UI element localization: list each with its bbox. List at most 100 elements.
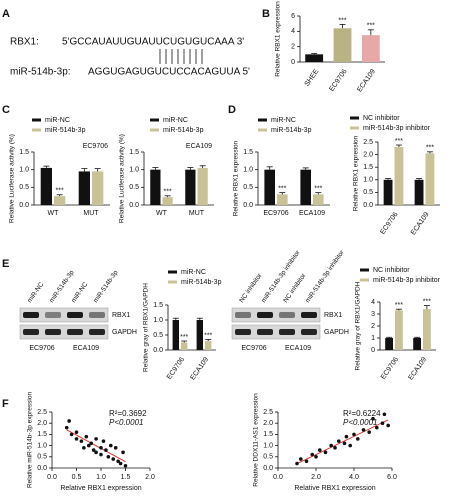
bar <box>305 54 324 62</box>
x-tick-label: EC9706 <box>380 356 400 381</box>
x-tick-label: 4.0 <box>349 474 359 481</box>
legend-swatch <box>360 278 369 282</box>
point <box>109 443 113 448</box>
y-tick-label: 1.5 <box>19 149 29 156</box>
blot-frame <box>19 307 109 323</box>
group-label: ECA109 <box>73 345 99 352</box>
x-tick-label: SHEE <box>304 68 321 88</box>
y-tick-label: 1.5 <box>153 302 163 309</box>
point <box>82 446 86 450</box>
point <box>67 419 71 423</box>
point <box>116 459 120 464</box>
point <box>123 463 128 468</box>
point <box>74 437 79 441</box>
y-tick-label: 1.0 <box>129 167 139 174</box>
bar <box>277 194 288 205</box>
bar <box>150 169 161 205</box>
x-tick-label: ECA109 <box>407 356 428 381</box>
x-tick-label: ECA109 <box>410 211 431 236</box>
point <box>101 439 106 443</box>
significance: *** <box>395 138 403 145</box>
target-name: RBX1: <box>10 37 39 48</box>
point <box>113 446 118 450</box>
blot-band <box>301 329 317 335</box>
x-tick-label: MUT <box>189 210 205 217</box>
point <box>356 437 360 441</box>
legend-swatch <box>258 128 267 132</box>
y-tick-label: 0.5 <box>129 184 139 191</box>
significance: *** <box>314 185 322 192</box>
legend-swatch <box>350 126 359 130</box>
bar <box>300 169 311 205</box>
legend-swatch <box>350 116 359 120</box>
panel-label: F <box>2 398 9 410</box>
y-axis-label: Relative Luciferase activity (%) <box>9 134 16 223</box>
blot-frame <box>231 324 321 340</box>
bar <box>425 153 435 205</box>
x-tick-label: 1.0 <box>96 474 106 481</box>
fit-line <box>296 419 389 465</box>
x-tick-label: 6.0 <box>387 474 397 481</box>
bar <box>423 309 431 350</box>
blot-band <box>67 312 83 318</box>
y-axis-label: Relative RBX1 expression <box>275 1 282 77</box>
y-tick-label: 0.0 <box>153 347 163 354</box>
y-axis-label: Relative RBX1 expression <box>353 135 360 211</box>
protein-label: GAPDH <box>324 329 349 336</box>
bar <box>385 338 393 350</box>
point <box>295 461 299 466</box>
mirna-sequence: AGGUGAGUGUCUCCACAGUUA 5' <box>88 67 250 78</box>
y-tick-label: 0.0 <box>37 465 47 472</box>
fit-line <box>66 429 126 463</box>
y-axis-label: Relative DDX11-AS1 expression <box>253 393 260 487</box>
x-tick-label: 0.0 <box>273 474 283 481</box>
y-tick-label: 1.5 <box>129 149 139 156</box>
legend-label: miR-514b-3p <box>163 127 204 134</box>
panel-label: C <box>2 104 10 116</box>
point <box>79 439 84 443</box>
annotation: R²=0.6224 <box>343 409 381 418</box>
y-tick-label: 0.0 <box>129 202 139 209</box>
bar <box>394 147 404 205</box>
point <box>337 439 341 443</box>
point <box>69 432 74 437</box>
y-tick-label: 0.0 <box>243 202 253 209</box>
point <box>380 421 385 426</box>
lane-label: miR-NC <box>70 281 89 304</box>
x-tick-label: EC9706 <box>263 210 288 217</box>
y-tick-label: 1.0 <box>243 167 253 174</box>
point <box>382 412 387 417</box>
point <box>99 452 103 457</box>
legend-swatch <box>168 280 177 284</box>
blot-band <box>45 312 61 318</box>
y-tick-label: 0.0 <box>19 202 29 209</box>
panel-label: E <box>2 258 9 270</box>
y-tick-label: 2 <box>371 323 375 330</box>
lane-label: miR-514b-3p <box>92 269 120 304</box>
y-tick-label: 1.5 <box>243 149 253 156</box>
panel-label: D <box>228 104 236 116</box>
significance: *** <box>423 298 431 305</box>
bar <box>92 171 104 205</box>
bar <box>413 338 421 350</box>
mirna-name: miR-514b-3p: <box>10 67 71 78</box>
x-tick-label: 2.0 <box>311 474 321 481</box>
blot-band <box>257 312 273 318</box>
point <box>99 446 103 450</box>
y-tick-label: 0.5 <box>243 184 253 191</box>
legend-label: miR-NC <box>181 269 206 276</box>
annotation: R²=0.3692 <box>109 409 147 418</box>
group-label: ECA109 <box>285 345 311 352</box>
legend-label: miR-514b-3p <box>181 279 222 286</box>
y-tick-label: 1.0 <box>37 442 47 449</box>
lane-label: miR-514b-3p inhibitor <box>260 249 302 305</box>
x-axis-label: Relative RBX1 expression <box>294 485 375 492</box>
significance: *** <box>367 23 375 30</box>
point <box>333 446 337 450</box>
y-tick-label: 1.5 <box>263 431 273 438</box>
x-tick-label: 0.5 <box>72 474 82 481</box>
bar <box>78 171 90 205</box>
y-axis-label: Relative gray of RBX1/GAPDH <box>143 283 150 372</box>
x-tick-label: WT <box>156 210 168 217</box>
